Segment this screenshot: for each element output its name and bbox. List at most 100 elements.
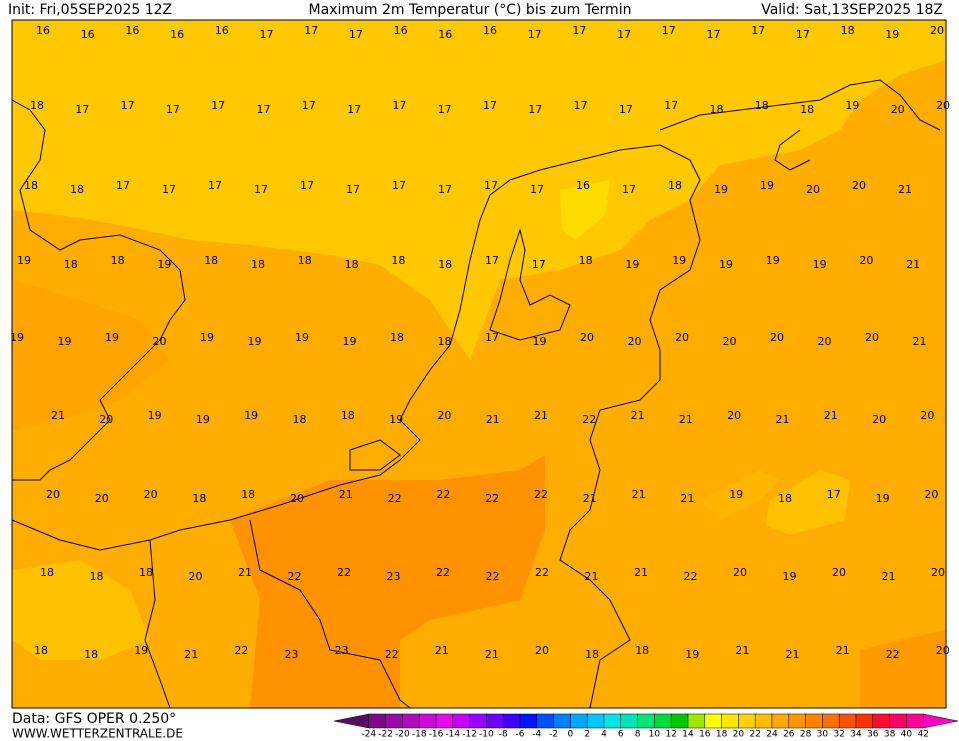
colorbar-swatch bbox=[418, 713, 437, 729]
temperature-label: 20 bbox=[852, 179, 866, 192]
temperature-label: 21 bbox=[339, 488, 353, 501]
colorbar-label: 34 bbox=[850, 730, 862, 740]
temperature-label: 21 bbox=[898, 183, 912, 196]
temperature-label: 17 bbox=[302, 99, 316, 112]
init-text: Init: Fri,05SEP2025 12Z bbox=[8, 2, 172, 18]
temperature-label: 17 bbox=[485, 254, 499, 267]
colorbar-swatch bbox=[435, 713, 454, 729]
temperature-label: 20 bbox=[535, 644, 549, 657]
temperature-label: 21 bbox=[435, 644, 449, 657]
colorbar-label: -6 bbox=[516, 730, 525, 740]
colorbar-swatch bbox=[536, 713, 554, 729]
colorbar-swatch bbox=[603, 713, 622, 729]
colorbar-label: 42 bbox=[917, 730, 928, 740]
temperature-label: 17 bbox=[619, 103, 633, 116]
temperature-label: 20 bbox=[675, 331, 689, 344]
colorbar-label: -20 bbox=[395, 730, 410, 740]
temperature-label: 19 bbox=[760, 179, 774, 192]
temperature-label: 22 bbox=[337, 566, 351, 579]
temperature-label: 19 bbox=[148, 409, 162, 422]
map-frame bbox=[11, 19, 947, 709]
colorbar-swatch bbox=[670, 713, 689, 729]
temperature-label: 20 bbox=[290, 492, 304, 505]
temperature-label: 18 bbox=[70, 183, 84, 196]
temperature-label: 18 bbox=[90, 570, 104, 583]
temperature-label: 19 bbox=[134, 644, 148, 657]
temperature-label: 20 bbox=[733, 566, 747, 579]
temperature-label: 20 bbox=[99, 413, 113, 426]
temperature-label: 21 bbox=[485, 648, 499, 661]
temperature-label: 20 bbox=[936, 99, 950, 112]
temperature-label: 18 bbox=[800, 103, 814, 116]
temperature-label: 17 bbox=[116, 179, 130, 192]
temperature-label: 18 bbox=[438, 258, 452, 271]
temperature-label: 19 bbox=[719, 258, 733, 271]
temperature-label: 17 bbox=[260, 28, 274, 41]
data-source: Data: GFS OPER 0.250° bbox=[12, 711, 176, 727]
colorbar-label: -22 bbox=[378, 730, 393, 740]
temperature-label: 21 bbox=[680, 492, 694, 505]
temperature-label: 17 bbox=[438, 183, 452, 196]
colorbar-swatch bbox=[486, 713, 504, 729]
temperature-label: 17 bbox=[346, 183, 360, 196]
temperature-label: 19 bbox=[17, 254, 31, 267]
colorbar-arrow bbox=[333, 713, 370, 729]
temperature-label: 19 bbox=[58, 335, 72, 348]
temperature-label: 20 bbox=[936, 644, 950, 657]
temperature-label: 22 bbox=[486, 570, 500, 583]
temperature-label: 17 bbox=[574, 99, 588, 112]
colorbar-label: 12 bbox=[665, 730, 676, 740]
temperature-label: 17 bbox=[530, 183, 544, 196]
temperature-label: 18 bbox=[341, 409, 355, 422]
colorbar-swatch bbox=[738, 713, 756, 729]
temperature-label: 20 bbox=[859, 254, 873, 267]
temperature-label: 20 bbox=[865, 331, 879, 344]
coastlines bbox=[11, 79, 941, 709]
temperature-label: 19 bbox=[876, 492, 890, 505]
temperature-labels: 16 16 16 16 16 17 17 17 16 16 16 17 17 17 17 17 17 17 18 19… bbox=[10, 24, 950, 661]
colorbar-swatch bbox=[385, 713, 403, 729]
colorbar-label: -4 bbox=[532, 730, 541, 740]
colorbar-label: 10 bbox=[649, 730, 661, 740]
temperature-label: 17 bbox=[532, 258, 546, 271]
temperature-label: 22 bbox=[886, 648, 900, 661]
temperature-label: 20 bbox=[872, 413, 886, 426]
temperature-label: 18 bbox=[298, 254, 312, 267]
temperature-label: 18 bbox=[438, 335, 452, 348]
temperature-label: 16 bbox=[81, 28, 95, 41]
temperature-label: 18 bbox=[778, 492, 792, 505]
temperature-label: 20 bbox=[153, 335, 167, 348]
colorbar-swatch bbox=[620, 713, 638, 729]
colorbar-arrow bbox=[922, 713, 959, 729]
colorbar-label: 6 bbox=[618, 730, 624, 740]
temperature-label: 20 bbox=[770, 331, 784, 344]
temperature-label: 19 bbox=[343, 335, 357, 348]
temperature-label: 19 bbox=[685, 648, 699, 661]
temperature-label: 17 bbox=[166, 103, 180, 116]
temperature-label: 22 bbox=[535, 566, 549, 579]
colorbar-label: 22 bbox=[749, 730, 760, 740]
temperature-label: 20 bbox=[931, 566, 945, 579]
temperature-label: 22 bbox=[388, 492, 402, 505]
temperature-label: 18 bbox=[192, 492, 206, 505]
temperature-label: 20 bbox=[920, 409, 934, 422]
temperature-label: 18 bbox=[579, 254, 593, 267]
colorbar-swatch bbox=[519, 713, 538, 729]
temperature-label: 18 bbox=[40, 566, 54, 579]
colorbar-swatch bbox=[553, 713, 571, 729]
temperature-label: 22 bbox=[684, 570, 698, 583]
temperature-label: 17 bbox=[304, 24, 318, 37]
colorbar-swatch bbox=[687, 713, 706, 729]
temperature-label: 17 bbox=[257, 103, 271, 116]
temperature-label: 17 bbox=[617, 28, 631, 41]
temperature-label: 21 bbox=[631, 409, 645, 422]
temperature-label: 18 bbox=[710, 103, 724, 116]
temperature-label: 19 bbox=[248, 335, 262, 348]
temperature-label: 19 bbox=[157, 258, 171, 271]
colorbar-label: 40 bbox=[901, 730, 913, 740]
temperature-label: 20 bbox=[95, 492, 109, 505]
temperature-label: 19 bbox=[196, 413, 210, 426]
temperature-label: 17 bbox=[392, 99, 406, 112]
temperature-label: 21 bbox=[776, 413, 790, 426]
temperature-label: 22 bbox=[288, 570, 302, 583]
